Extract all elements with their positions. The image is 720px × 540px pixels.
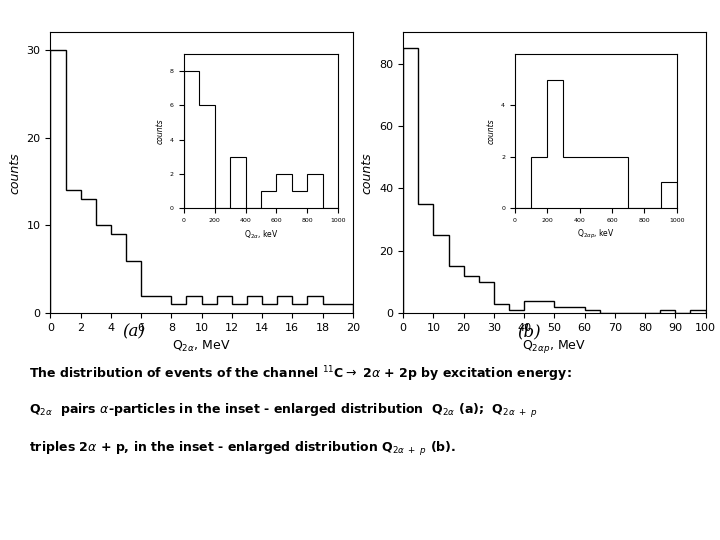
Text: The distribution of events of the channel $^{11}$C$\rightarrow$ 2$\alpha$ + 2p b: The distribution of events of the channe… [29, 364, 572, 384]
X-axis label: Q$_{2\alpha}$, MeV: Q$_{2\alpha}$, MeV [172, 339, 231, 354]
Text: (b): (b) [518, 323, 541, 340]
X-axis label: Q$_{2\alpha p}$, keV: Q$_{2\alpha p}$, keV [577, 228, 615, 241]
X-axis label: Q$_{2\alpha p}$, MeV: Q$_{2\alpha p}$, MeV [523, 339, 586, 355]
Text: triples 2$\alpha$ + p, in the inset - enlarged distribution Q$_{2\alpha\ +\ p}$ : triples 2$\alpha$ + p, in the inset - en… [29, 440, 456, 458]
Y-axis label: counts: counts [156, 118, 164, 144]
Y-axis label: counts: counts [361, 152, 374, 194]
Text: $^{8}$Be: $^{8}$Be [209, 152, 237, 170]
X-axis label: Q$_{2\alpha}$, keV: Q$_{2\alpha}$, keV [244, 228, 278, 241]
Y-axis label: counts: counts [8, 152, 21, 194]
Text: (a): (a) [122, 323, 145, 340]
Y-axis label: counts: counts [487, 118, 495, 144]
Text: Q$_{2\alpha}$  pairs $\alpha$-particles in the inset - enlarged distribution  Q$: Q$_{2\alpha}$ pairs $\alpha$-particles i… [29, 402, 537, 420]
